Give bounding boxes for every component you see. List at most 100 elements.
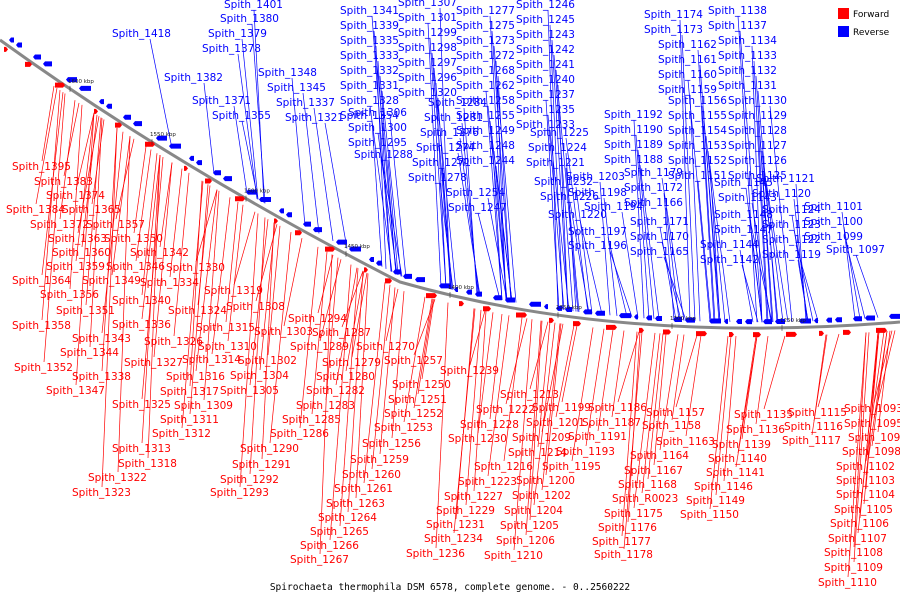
leader-line	[621, 211, 639, 318]
leader-line	[553, 54, 574, 312]
leader-line	[75, 112, 95, 262]
gene-label: Spith_1157	[646, 407, 705, 419]
reverse-gene-arrow	[33, 54, 41, 60]
reverse-gene-arrow	[259, 197, 271, 203]
leader-line	[533, 322, 556, 506]
leader-line	[607, 236, 628, 317]
gene-label: Spith_1098	[842, 446, 900, 458]
gene-label: Spith_1267	[290, 554, 349, 566]
leader-line	[489, 15, 507, 301]
reverse-gene-arrow	[99, 99, 104, 105]
leader-line	[491, 135, 503, 301]
gene-label: Spith_1316	[166, 371, 225, 383]
forward-gene-arrow	[274, 218, 278, 224]
gene-label: Spith_1174	[644, 9, 703, 21]
gene-label: Spith_1338	[72, 371, 131, 383]
leader-line	[757, 120, 769, 323]
leader-line	[845, 241, 866, 319]
leader-line	[355, 273, 369, 499]
leader-line	[325, 257, 339, 401]
leader-line	[565, 167, 580, 312]
gene-label: Spith_R0023	[612, 493, 678, 505]
scale-tick-label: 1550 kbp	[150, 132, 176, 138]
gene-label: Spith_1270	[356, 341, 415, 353]
gene-label: Spith_1148	[714, 209, 773, 221]
leader-line	[41, 85, 55, 162]
gene-label: Spith_1147	[714, 224, 773, 236]
forward-gene-arrow	[786, 331, 797, 337]
leader-line	[707, 150, 731, 323]
gene-label: Spith_1365	[62, 204, 121, 216]
gene-label: Spith_1140	[708, 453, 767, 465]
gene-label: Spith_1276	[420, 127, 479, 139]
gene-label: Spith_1344	[60, 347, 119, 359]
gene-label: Spith_1138	[708, 5, 767, 17]
gene-label: Spith_1125	[728, 170, 787, 182]
gene-label: Spith_1290	[240, 443, 299, 455]
forward-gene-arrow	[639, 327, 644, 333]
gene-label: Spith_1202	[512, 490, 571, 502]
leader-line	[739, 30, 763, 323]
leader-line	[525, 320, 542, 536]
reverse-gene-arrow	[106, 103, 112, 109]
gene-label: Spith_1320	[398, 87, 457, 99]
gene-label: Spith_1291	[232, 459, 291, 471]
leader-line	[75, 112, 95, 386]
leader-line	[755, 75, 773, 323]
forward-gene-arrow	[115, 122, 122, 128]
leader-line	[689, 94, 701, 322]
gene-label: Spith_1161	[658, 54, 717, 66]
gene-label: Spith_1282	[306, 385, 365, 397]
gene-label: Spith_1271	[412, 157, 471, 169]
gene-label: Spith_1374	[46, 190, 105, 202]
leader-line	[351, 272, 368, 358]
leader-line	[195, 189, 218, 372]
scale-tick-label: 1250 kbp	[780, 318, 806, 324]
leader-line	[495, 60, 507, 301]
gene-label: Spith_1214	[508, 447, 567, 459]
leader-line	[341, 270, 364, 328]
legend-swatch-reverse	[838, 26, 849, 37]
leader-line	[429, 37, 447, 289]
gene-label: Spith_1297	[398, 57, 457, 69]
leader-line	[487, 197, 508, 301]
leader-line	[453, 308, 476, 534]
gene-label: Spith_1204	[504, 505, 563, 517]
leader-line	[663, 256, 687, 321]
gene-label: Spith_1311	[160, 414, 219, 426]
gene-label: Spith_1294	[288, 313, 347, 325]
reverse-gene-arrow	[799, 318, 811, 324]
gene-label: Spith_1336	[112, 319, 171, 331]
gene-label: Spith_1307	[398, 0, 457, 9]
gene-label: Spith_1348	[258, 67, 317, 79]
gene-label: Spith_1418	[112, 28, 171, 40]
gene-label: Spith_1160	[658, 69, 717, 81]
leader-line	[635, 134, 650, 319]
leader-line	[477, 212, 501, 300]
reverse-gene-arrow	[369, 257, 374, 263]
leader-line	[547, 114, 565, 310]
leader-line	[575, 186, 593, 314]
gene-label: Spith_1107	[828, 533, 887, 545]
gene-label: Spith_1206	[496, 535, 555, 547]
leader-line	[377, 60, 392, 272]
gene-label: Spith_1152	[668, 155, 727, 167]
gene-label: Spith_1186	[588, 402, 647, 414]
leader-line	[817, 333, 840, 408]
leader-line	[557, 84, 569, 311]
leader-line	[101, 127, 118, 372]
gene-label: Spith_1323	[72, 487, 131, 499]
gene-label: Spith_1303	[254, 326, 313, 338]
gene-label: Spith_1196	[568, 240, 627, 252]
gene-labels: Spith_1401 Spith_1380 Spith_1379 Spith_1378…	[6, 0, 900, 589]
gene-label: Spith_1279	[322, 357, 381, 369]
gene-label: Spith_1300	[348, 122, 407, 134]
gene-label: Spith_1342	[130, 247, 189, 259]
leader-line	[379, 75, 397, 274]
gene-label: Spith_1356	[40, 289, 99, 301]
reverse-gene-arrow	[223, 176, 232, 182]
gene-label: Spith_1245	[516, 14, 575, 26]
gene-label: Spith_1110	[818, 577, 877, 589]
leader-line	[101, 127, 118, 488]
genome-backbone	[0, 38, 900, 330]
